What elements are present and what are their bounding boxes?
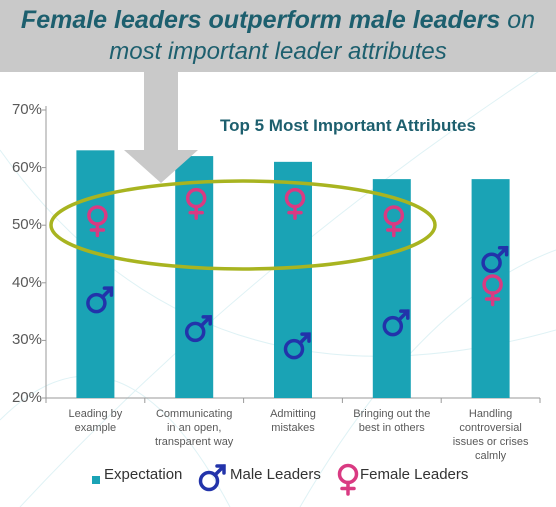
headline-banner: Female leaders outperform male leaders o… bbox=[0, 0, 556, 72]
background-curve-0 bbox=[0, 149, 556, 357]
female-leaders-marker bbox=[482, 274, 503, 307]
category-label: Handling controversial issues or crises cal… bbox=[452, 408, 529, 462]
male-leaders-marker bbox=[481, 246, 509, 274]
legend-female-symbol bbox=[337, 463, 359, 496]
male-leaders-marker bbox=[283, 332, 311, 360]
bar-expectation bbox=[76, 150, 115, 398]
headline-bold: Female leaders outperform male leaders bbox=[20, 6, 501, 34]
bar-expectation bbox=[175, 156, 214, 398]
y-tick-label: 50% bbox=[11, 216, 42, 234]
headline-line-2: most important leader attributes bbox=[109, 38, 447, 65]
background-curve-1 bbox=[19, 59, 556, 507]
female-leaders-marker bbox=[284, 187, 306, 220]
legend-expectation-swatch bbox=[92, 476, 100, 484]
bar-expectation bbox=[372, 179, 411, 398]
chart-title: Top 5 Most Important Attributes bbox=[220, 116, 476, 135]
background-curve-3 bbox=[0, 375, 231, 507]
bar-expectation bbox=[471, 179, 510, 398]
category-label: Communicating in an open, transparent way bbox=[155, 408, 234, 448]
legend-expectation-label: Expectation bbox=[104, 466, 183, 483]
headline-rest: on bbox=[500, 6, 536, 34]
female-leaders-marker bbox=[87, 205, 108, 238]
legend-female-label: Female Leaders bbox=[360, 466, 469, 483]
highlight-ellipse bbox=[49, 179, 437, 271]
male-leaders-marker bbox=[86, 286, 114, 314]
y-tick-label: 40% bbox=[11, 273, 42, 291]
background-curve-2 bbox=[299, 249, 556, 507]
male-leaders-marker bbox=[382, 309, 410, 337]
callout-arrow bbox=[124, 72, 198, 183]
y-tick-label: 70% bbox=[11, 101, 42, 118]
headline-line-1: Female leaders outperform male leaders o… bbox=[0, 6, 556, 35]
female-leaders-marker bbox=[185, 187, 207, 220]
y-tick-label: 60% bbox=[11, 158, 42, 176]
category-label: Admitting mistakes bbox=[270, 408, 316, 434]
category-label: Bringing out the best in others bbox=[353, 408, 431, 434]
legend-male-symbol bbox=[198, 464, 226, 492]
female-leaders-marker bbox=[383, 205, 405, 238]
y-tick-label: 20% bbox=[11, 389, 42, 406]
y-tick-label: 30% bbox=[11, 331, 42, 349]
legend-male-label: Male Leaders bbox=[230, 466, 321, 483]
male-leaders-marker bbox=[184, 315, 212, 343]
category-label: Leading by example bbox=[68, 408, 123, 434]
